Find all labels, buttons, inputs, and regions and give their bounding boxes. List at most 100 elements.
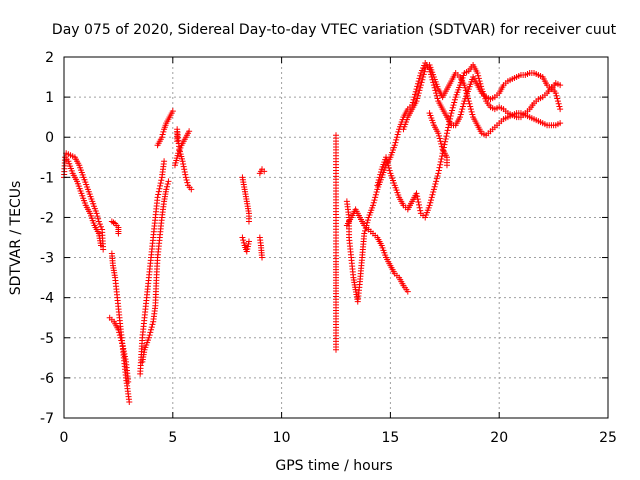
data-point <box>394 131 401 138</box>
data-point <box>474 70 481 77</box>
data-point <box>442 135 449 142</box>
data-point <box>375 177 382 184</box>
data-point <box>466 100 473 107</box>
data-point <box>393 134 400 141</box>
data-point <box>475 75 482 82</box>
axes: 0 5 10 15 20 25 -7 -6 -5 -4 -3 -2 -1 0 1 2 <box>40 50 617 446</box>
data-point <box>435 130 442 137</box>
data-point <box>95 218 102 225</box>
data-point <box>429 191 436 198</box>
data-point <box>147 329 154 336</box>
data-point <box>386 167 393 174</box>
data-point <box>415 201 422 208</box>
plot-frame <box>63 56 609 419</box>
data-point <box>465 95 472 102</box>
y-tick-label: -4 <box>40 291 54 307</box>
data-point <box>371 197 378 204</box>
data-point <box>416 204 423 211</box>
series-arc15 <box>333 132 339 353</box>
data-point <box>464 92 471 99</box>
data-point <box>244 246 251 253</box>
data-point <box>415 78 422 85</box>
data-point <box>188 186 195 193</box>
data-point <box>97 223 104 230</box>
data-point <box>457 114 464 121</box>
data-point <box>447 113 454 120</box>
data-point <box>417 207 424 214</box>
data-point <box>333 346 339 353</box>
data-point <box>120 348 127 355</box>
data-point <box>459 103 466 110</box>
data-point <box>119 342 126 349</box>
data-point <box>552 90 559 97</box>
data-point <box>477 80 484 87</box>
data-point <box>376 174 383 181</box>
data-points <box>61 60 564 405</box>
x-tick-label: 10 <box>273 430 291 446</box>
data-point <box>156 185 163 192</box>
data-point <box>160 128 167 135</box>
data-point <box>475 72 482 79</box>
data-point <box>467 103 474 110</box>
data-point <box>385 164 392 171</box>
data-point <box>364 217 371 224</box>
data-point <box>364 219 371 226</box>
data-point <box>414 92 421 99</box>
data-point <box>126 398 133 405</box>
data-point <box>414 196 421 203</box>
data-point <box>186 128 193 135</box>
data-point <box>436 135 443 142</box>
data-point <box>418 79 425 86</box>
data-point <box>375 179 382 186</box>
data-point <box>117 334 124 341</box>
y-tick-label: 2 <box>45 50 54 66</box>
data-point <box>421 68 428 75</box>
data-point <box>259 254 266 261</box>
data-point <box>125 378 132 385</box>
series-arc5 <box>106 314 132 385</box>
data-point <box>361 230 368 237</box>
series-arc12 <box>239 234 252 255</box>
data-point <box>121 353 128 360</box>
data-point <box>417 72 424 79</box>
data-point <box>431 183 438 190</box>
data-point <box>416 75 423 82</box>
data-point <box>443 133 450 140</box>
data-point <box>157 182 164 189</box>
series-arc4 <box>108 250 133 405</box>
data-point <box>457 111 464 118</box>
data-point <box>148 326 155 333</box>
y-tick-label: -2 <box>40 210 54 226</box>
data-point <box>384 159 391 166</box>
data-point <box>383 156 390 163</box>
data-point <box>432 181 439 188</box>
data-point <box>445 124 452 131</box>
data-point <box>148 324 155 331</box>
x-tick-label: 25 <box>599 430 617 446</box>
y-tick-label: -5 <box>40 331 54 347</box>
data-point <box>163 186 170 193</box>
data-point <box>431 84 438 91</box>
data-point <box>373 189 380 196</box>
data-point <box>182 174 189 181</box>
data-point <box>165 178 172 185</box>
data-point <box>413 190 420 197</box>
data-point <box>463 90 470 97</box>
data-point <box>96 221 103 228</box>
data-point <box>430 189 437 196</box>
data-point <box>417 82 424 89</box>
data-point <box>451 99 458 106</box>
data-point <box>182 171 189 178</box>
data-point <box>434 95 441 102</box>
data-point <box>438 140 445 147</box>
data-point <box>362 227 369 234</box>
series-arc19 <box>400 62 564 139</box>
data-point <box>158 177 165 184</box>
y-tick-label: -1 <box>40 170 54 186</box>
data-point <box>428 197 435 204</box>
data-point <box>413 86 420 93</box>
x-tick-label: 0 <box>60 430 69 446</box>
data-point <box>449 107 456 114</box>
x-tick-label: 5 <box>168 430 177 446</box>
data-point <box>435 167 442 174</box>
